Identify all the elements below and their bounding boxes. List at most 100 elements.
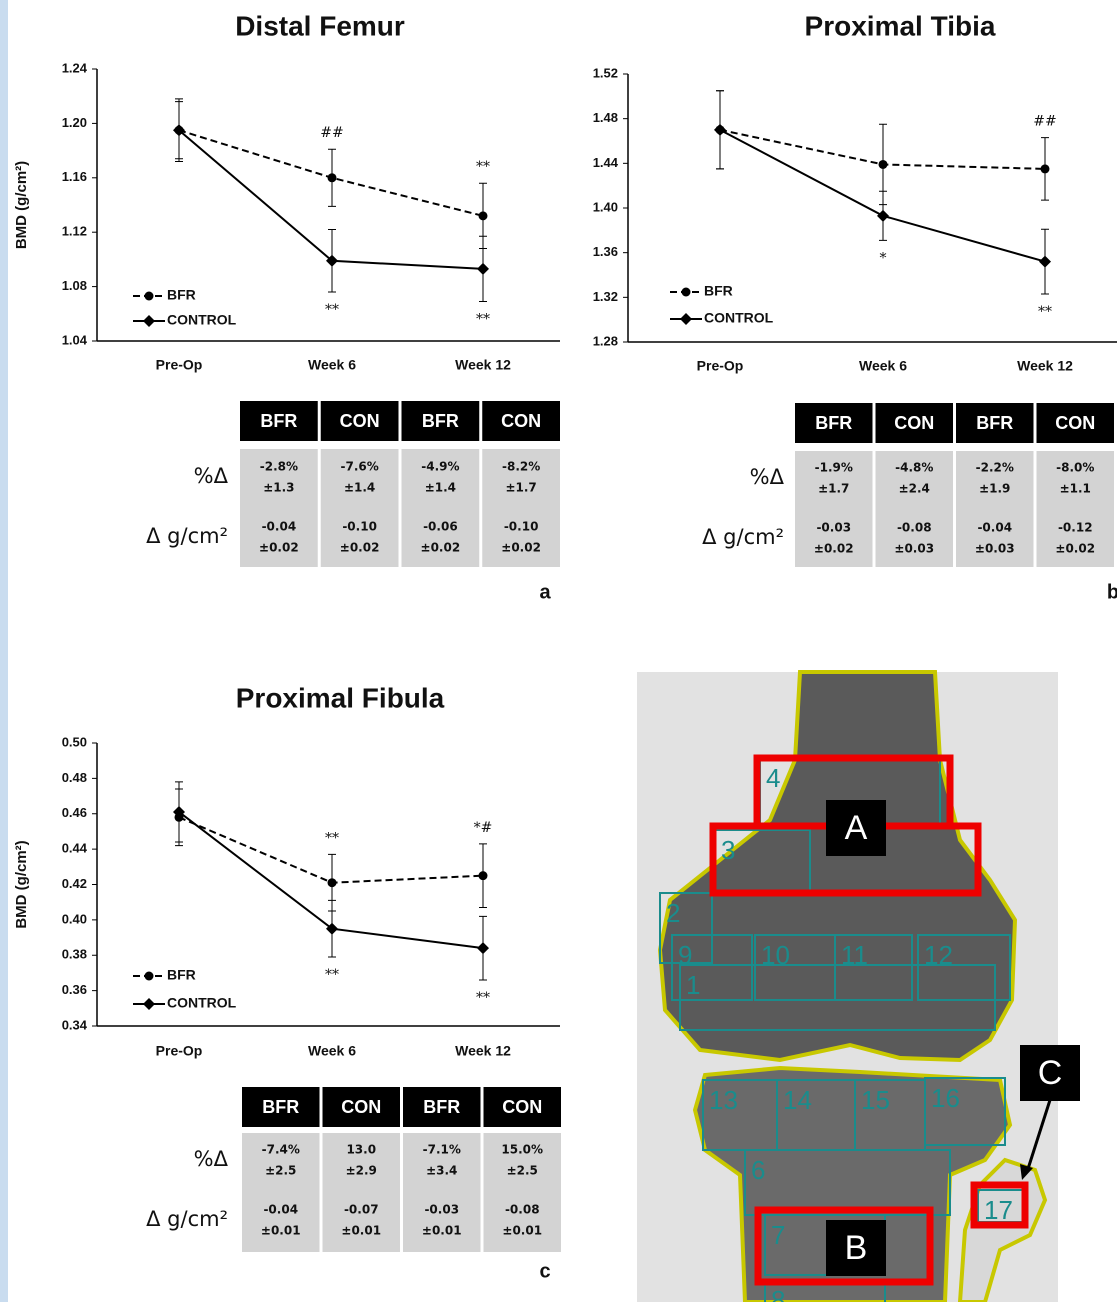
x-tick-label: Week 12 (455, 357, 511, 373)
region-label: 2 (666, 898, 680, 928)
table-cell: ±1.1 (1060, 482, 1091, 496)
table-cell: ±0.01 (502, 1224, 542, 1238)
table-cell: ±0.02 (259, 541, 299, 555)
table-cell: -0.10 (504, 520, 539, 534)
point (879, 160, 888, 169)
table-cell: ±1.7 (818, 482, 849, 496)
x-tick-label: Week 6 (308, 1043, 356, 1059)
table-header: BFR (423, 1097, 460, 1117)
region-label: 14 (783, 1085, 812, 1115)
table-cell: -4.9% (421, 460, 459, 474)
annotation: ## (1033, 114, 1056, 130)
table-cell: -0.08 (897, 521, 932, 535)
annotation: ** (325, 967, 339, 983)
point (477, 942, 489, 954)
y-tick-label: 1.04 (62, 332, 88, 347)
y-tick-label: 0.50 (62, 734, 87, 749)
table-cell: ±1.4 (425, 481, 456, 495)
table-cell: -0.04 (263, 1203, 298, 1217)
page: {"chart_data": [ {"type": "line", "title… (0, 0, 1117, 1302)
y-tick-label: 1.20 (62, 115, 87, 130)
table-cell: ±2.9 (346, 1164, 377, 1178)
panel-letter: c (539, 1260, 550, 1282)
annotation: ** (325, 302, 339, 318)
table-cell: -0.03 (424, 1203, 459, 1217)
annotation: ** (476, 312, 490, 328)
table-cell: -0.03 (816, 521, 851, 535)
region-label: 15 (861, 1085, 890, 1115)
table-cell: ±1.7 (505, 481, 536, 495)
table-header: BFR (260, 411, 297, 431)
x-tick-label: Pre-Op (156, 1043, 203, 1059)
y-tick-label: 1.24 (62, 60, 88, 75)
table-cell: 13.0 (346, 1143, 376, 1157)
x-tick-label: Pre-Op (697, 358, 744, 374)
table-header: CON (894, 413, 934, 433)
annotation: *# (474, 820, 493, 836)
annotation: ** (1038, 304, 1052, 320)
table-cell: -0.06 (423, 520, 458, 534)
table-cell: ±0.01 (422, 1224, 462, 1238)
table-cell: 15.0% (501, 1143, 543, 1157)
annotation: ** (476, 990, 490, 1006)
table-cell: ±1.4 (344, 481, 375, 495)
xray-panel: 432910111211314151661778ABC (637, 672, 1080, 1302)
point (479, 871, 488, 880)
x-tick-label: Week 6 (308, 357, 356, 373)
table-cell: ±2.5 (265, 1164, 296, 1178)
legend-label: CONTROL (167, 312, 237, 328)
panel-letter: b (1107, 581, 1117, 603)
table-cell: ±0.02 (814, 542, 854, 556)
y-tick-label: 1.44 (593, 155, 619, 170)
legend-marker (682, 288, 691, 297)
chart-title: Proximal Fibula (236, 682, 445, 713)
series-line (179, 130, 483, 269)
table-cell: ±1.3 (263, 481, 294, 495)
series-line (179, 130, 483, 216)
table-header: CON (502, 1097, 542, 1117)
table-cell: -8.0% (1056, 461, 1094, 475)
legend-label: BFR (704, 283, 733, 299)
table-cell: ±0.02 (421, 541, 461, 555)
table-cell: ±0.01 (261, 1224, 301, 1238)
point (477, 263, 489, 275)
table-cell: -0.04 (977, 521, 1012, 535)
y-tick-label: 0.36 (62, 982, 87, 997)
series-line (179, 817, 483, 882)
chart-title: Distal Femur (235, 10, 405, 41)
x-tick-label: Week 6 (859, 358, 907, 374)
table-cell: ±1.9 (979, 482, 1010, 496)
table-cell: -0.12 (1058, 521, 1093, 535)
point (328, 173, 337, 182)
x-tick-label: Week 12 (1017, 358, 1073, 374)
y-tick-label: 0.34 (62, 1017, 88, 1032)
y-tick-label: 1.08 (62, 278, 87, 293)
row-label: %Δ (750, 465, 785, 489)
table-cell: -0.10 (342, 520, 377, 534)
table-cell: ±0.03 (975, 542, 1015, 556)
legend-marker (145, 292, 154, 301)
region-label: 17 (984, 1195, 1013, 1225)
region-label: 3 (721, 835, 735, 865)
y-tick-label: 0.48 (62, 770, 87, 785)
y-axis-label: BMD (g/cm²) (13, 161, 30, 249)
y-tick-label: 1.40 (593, 199, 618, 214)
table-header: CON (341, 1097, 381, 1117)
table-cell: ±3.4 (426, 1164, 457, 1178)
annotation: ## (320, 125, 343, 141)
table-header: CON (501, 411, 541, 431)
y-tick-label: 0.40 (62, 911, 87, 926)
table-cell: -7.6% (340, 460, 378, 474)
region-label: 6 (751, 1155, 765, 1185)
figure: 432910111211314151661778ABC Distal Femur… (0, 0, 1117, 1302)
roi-label: C (1038, 1054, 1063, 1092)
table-cell: ±0.02 (1055, 542, 1095, 556)
table-header: CON (340, 411, 380, 431)
table-cell: -2.2% (976, 461, 1014, 475)
table-header: BFR (422, 411, 459, 431)
table-cell: -8.2% (502, 460, 540, 474)
region-label: 16 (931, 1083, 960, 1113)
region-label: 13 (709, 1085, 738, 1115)
legend-marker (680, 313, 692, 325)
